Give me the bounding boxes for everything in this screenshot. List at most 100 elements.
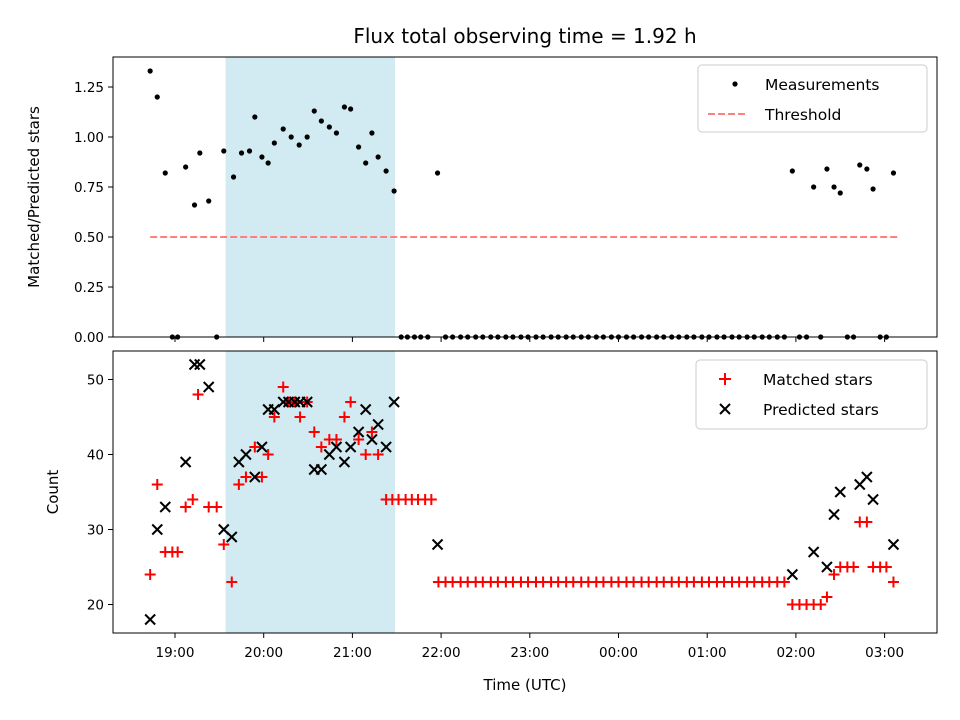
top-chart-title: Flux total observing time = 1.92 h	[353, 24, 696, 48]
matched-star-point	[880, 561, 892, 573]
top-y-axis-label: Matched/Predicted stars	[25, 106, 43, 288]
measurement-point	[333, 130, 340, 136]
matched-star-point	[180, 501, 192, 513]
measurement-point	[246, 148, 253, 154]
matched-star-point	[294, 411, 306, 423]
measurement-point	[831, 184, 837, 190]
predicted-star-point	[887, 538, 900, 551]
predicted-star-point	[366, 433, 378, 446]
measurement-point	[221, 148, 227, 154]
predicted-star-point	[867, 493, 879, 506]
matched-star-point	[345, 396, 357, 408]
legend-matched-marker	[719, 373, 731, 385]
matched-star-point	[249, 441, 261, 453]
bottom-panel: 19:00 20:00 21:00 22:00 23:00 00:00 01:00 02:00…	[44, 350, 938, 694]
legend-predicted-label: Predicted stars	[763, 401, 879, 419]
matched-star-point	[353, 434, 365, 445]
matched-star-point	[144, 569, 156, 580]
predicted-star-point	[834, 486, 846, 498]
predicted-star-point	[352, 426, 365, 438]
matched-star-point	[366, 426, 378, 438]
matched-star-point	[240, 471, 252, 483]
bottom-y-tick-label: 20	[87, 598, 104, 614]
measurement-point	[252, 114, 258, 120]
bottom-x-axis-label: Time (UTC)	[483, 676, 567, 694]
predicted-star-point	[179, 456, 192, 468]
measurement-point	[356, 144, 362, 150]
measurement-point	[183, 164, 189, 170]
measurement-point	[162, 170, 168, 176]
legend-measurements-label: Measurements	[765, 76, 880, 94]
measurement-point	[824, 166, 830, 172]
matched-star-point	[218, 539, 230, 550]
measurement-point	[890, 170, 897, 176]
bottom-y-axis-label: Count	[44, 470, 62, 515]
predicted-star-point	[144, 613, 156, 626]
measurement-point	[789, 168, 795, 174]
matched-star-point	[233, 479, 245, 490]
predicted-star-point	[249, 471, 261, 483]
matched-star-point	[828, 569, 840, 580]
matched-star-point	[861, 516, 873, 528]
measurement-point	[265, 160, 271, 166]
predicted-star-point	[372, 418, 384, 431]
top-panel: Flux total observing time = 1.92 h 0.00 0…	[25, 24, 938, 346]
top-y-tick-label: 0.00	[74, 330, 104, 346]
matched-star-point	[151, 479, 163, 490]
measurement-point	[369, 130, 375, 136]
matched-star-point	[262, 449, 274, 460]
measurement-point	[383, 168, 389, 174]
predicted-star-point	[256, 441, 268, 453]
measurement-point	[857, 162, 863, 168]
top-legend-box	[697, 64, 928, 133]
predicted-star-point	[807, 546, 820, 558]
measurement-point	[864, 166, 870, 172]
measurement-point	[304, 134, 310, 140]
bottom-y-tick-label: 30	[87, 523, 104, 539]
matched-star-point	[226, 576, 238, 588]
predicted-star-point	[338, 456, 351, 468]
predicted-star-point	[330, 441, 343, 453]
predicted-star-point	[786, 568, 799, 581]
measurement-point	[870, 186, 876, 192]
matched-star-point	[425, 494, 437, 505]
measurement-point	[326, 124, 332, 130]
bottom-legend: Matched stars Predicted stars	[695, 359, 928, 430]
matched-star-point	[268, 411, 280, 423]
matched-star-point	[815, 599, 827, 610]
predicted-star-point	[194, 358, 206, 371]
matched-star-point	[187, 494, 199, 505]
measurement-point	[348, 106, 354, 112]
measurement-point	[206, 198, 212, 204]
measurement-point	[154, 94, 160, 100]
predicted-star-point	[240, 448, 252, 461]
matched-star-point	[315, 441, 327, 453]
matched-star-point	[277, 381, 289, 393]
measurement-point	[318, 118, 324, 124]
measurement-point	[288, 134, 294, 140]
predicted-star-point	[821, 561, 833, 573]
top-y-tick-label: 0.25	[74, 280, 104, 296]
measurement-point	[391, 188, 397, 194]
bottom-x-tick-label: 19:00	[156, 645, 195, 661]
measurement-point	[341, 104, 348, 110]
top-legend: Measurements Threshold	[697, 64, 928, 133]
matched-star-point	[887, 576, 899, 588]
top-y-tick-label: 0.50	[74, 230, 104, 246]
bottom-y-tick-label: 40	[87, 448, 104, 464]
measurement-point	[434, 170, 441, 176]
top-shaded-region	[225, 57, 395, 337]
predicted-star-point	[431, 538, 444, 551]
matched-star-point	[330, 434, 342, 445]
top-axes-frame	[112, 56, 938, 338]
measurement-point	[811, 184, 817, 190]
bottom-x-tick-label: 23:00	[510, 645, 549, 661]
bottom-y-tick-label: 50	[87, 373, 104, 389]
measurement-point	[311, 108, 317, 114]
bottom-shaded-region	[225, 351, 395, 633]
predicted-star-point	[202, 381, 215, 393]
matched-star-point	[338, 411, 350, 423]
predicted-star-point	[151, 523, 163, 536]
predicted-star-point	[188, 358, 201, 371]
